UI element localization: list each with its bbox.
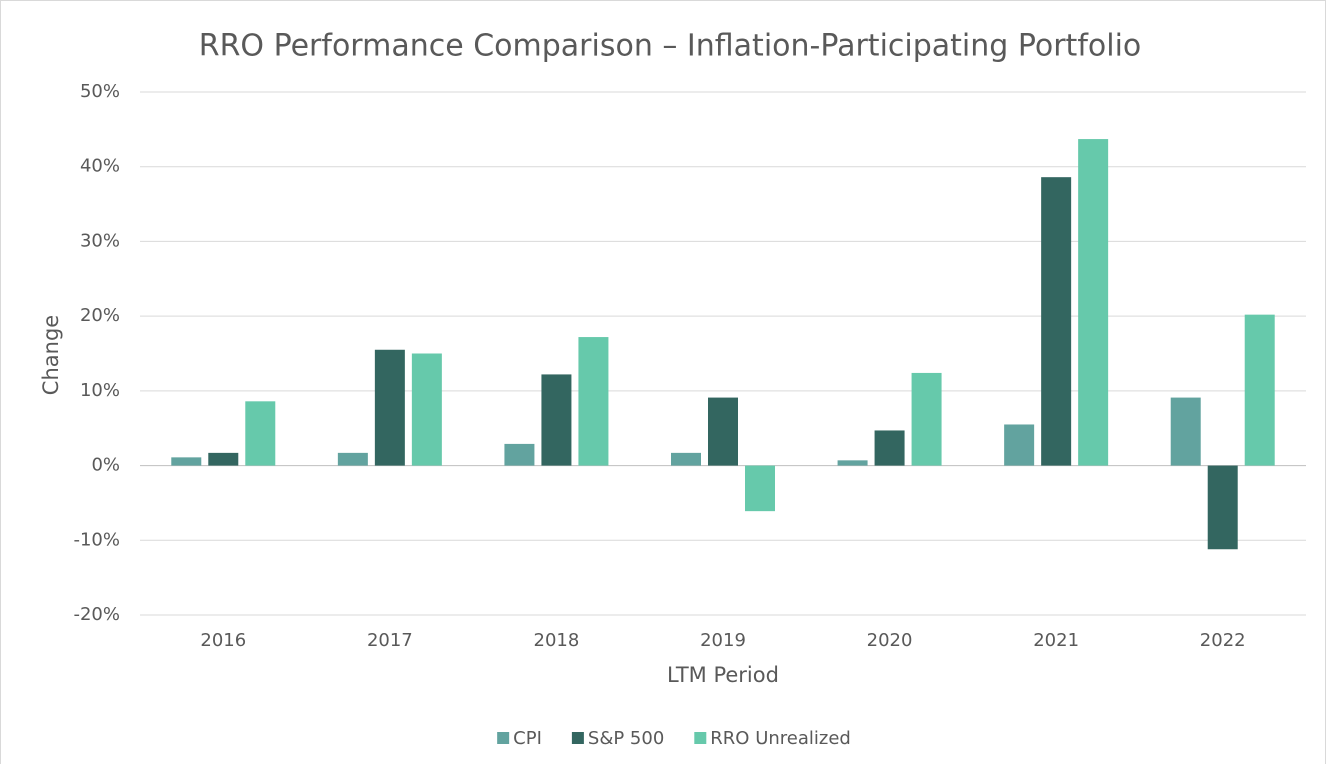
bar <box>911 372 942 466</box>
bar <box>504 443 535 466</box>
bar <box>837 460 868 466</box>
x-tick-label: 2017 <box>367 630 413 651</box>
bar <box>708 397 738 466</box>
y-tick-label: 10% <box>80 380 120 401</box>
x-tick-label: 2021 <box>1033 630 1079 651</box>
x-axis-label: LTM Period <box>667 663 779 687</box>
x-tick-label: 2019 <box>700 630 746 651</box>
y-tick-label: 50% <box>80 81 120 102</box>
y-tick-label: 20% <box>80 305 120 326</box>
legend-label: CPI <box>513 728 542 749</box>
bar <box>671 452 701 466</box>
x-tick-label: 2018 <box>534 630 580 651</box>
bar <box>1170 397 1201 466</box>
legend-swatch <box>571 732 584 744</box>
chart-title: RRO Performance Comparison – Inflation-P… <box>199 29 1142 64</box>
x-tick-label: 2022 <box>1200 630 1246 651</box>
legend-swatch <box>497 732 510 744</box>
bar <box>1004 424 1035 466</box>
bar <box>541 374 572 466</box>
x-tick-label: 2016 <box>200 630 246 651</box>
legend-label: S&P 500 <box>588 728 664 749</box>
y-tick-label: 0% <box>91 455 120 476</box>
y-tick-label: 40% <box>80 156 120 177</box>
y-tick-label: 30% <box>80 230 120 251</box>
bar <box>578 337 609 466</box>
bar <box>1244 314 1275 466</box>
bar <box>1207 465 1238 550</box>
bar <box>745 465 775 512</box>
bar <box>171 457 202 466</box>
bar <box>245 401 276 466</box>
bar <box>374 349 405 466</box>
bar <box>874 430 905 466</box>
bar <box>208 452 239 466</box>
bar <box>337 452 368 466</box>
y-tick-label: -10% <box>73 529 120 550</box>
bar <box>1041 177 1072 466</box>
bar <box>1078 139 1109 466</box>
bar <box>411 353 442 466</box>
legend-label: RRO Unrealized <box>710 728 851 749</box>
y-tick-label: -20% <box>73 604 120 625</box>
x-tick-label: 2020 <box>867 630 913 651</box>
y-axis-label: Change <box>39 315 63 395</box>
legend-swatch <box>694 732 707 744</box>
